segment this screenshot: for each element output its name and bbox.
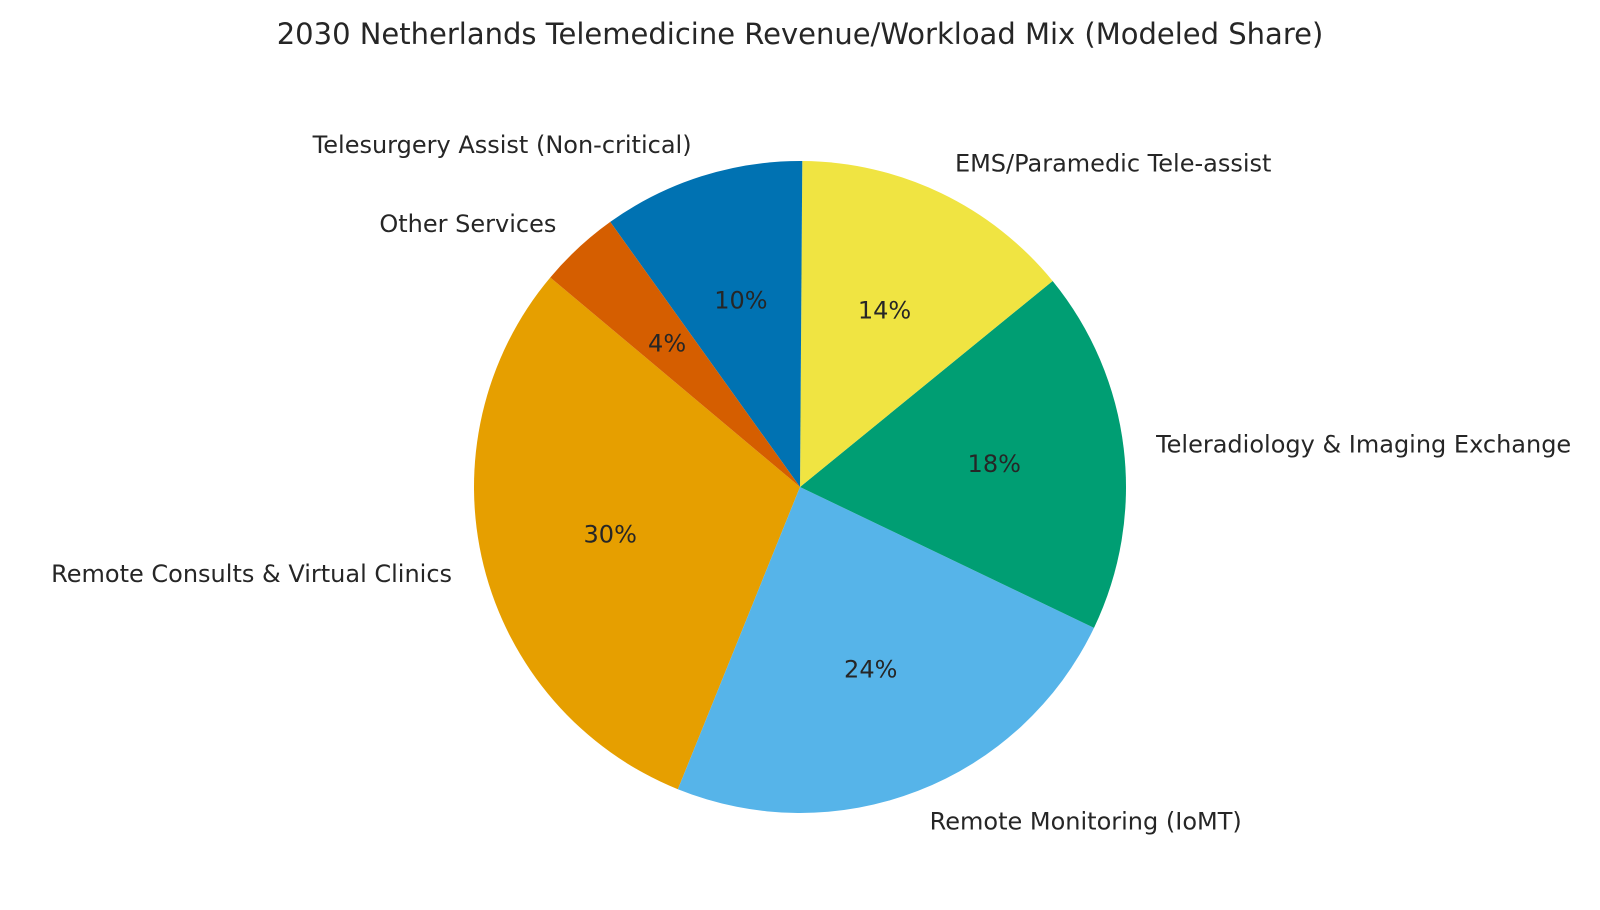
percent-label-teleradiology-imaging-exchange: 18% — [968, 450, 1021, 478]
percent-labels: 30% 24% 18% 14% 10% 4% — [584, 287, 1021, 684]
percent-label-remote-consults-virtual-clinics: 30% — [584, 520, 637, 548]
pie-slice-remote-consults-virtual-clinics — [474, 277, 800, 790]
percent-label-other-services: 4% — [648, 329, 686, 357]
pie-slices — [474, 161, 1127, 813]
category-label-teleradiology-imaging-exchange: Teleradiology & Imaging Exchange — [1155, 431, 1571, 459]
pie-slice-ems-paramedic-tele-assist — [800, 161, 1053, 487]
category-label-ems-paramedic-tele-assist: EMS/Paramedic Tele-assist — [955, 150, 1271, 178]
percent-label-remote-monitoring-iomt: 24% — [844, 655, 897, 683]
percent-label-ems-paramedic-tele-assist: 14% — [858, 297, 911, 325]
category-labels: Remote Consults & Virtual Clinics Remote … — [51, 131, 1571, 835]
category-label-telesurgery-assist-non-critical: Telesurgery Assist (Non-critical) — [312, 131, 692, 159]
category-label-other-services: Other Services — [379, 210, 556, 238]
chart-title: 2030 Netherlands Telemedicine Revenue/Wo… — [277, 17, 1324, 51]
category-label-remote-consults-virtual-clinics: Remote Consults & Virtual Clinics — [51, 560, 452, 588]
pie-slice-teleradiology-imaging-exchange — [800, 280, 1127, 628]
category-label-remote-monitoring-iomt: Remote Monitoring (IoMT) — [930, 807, 1242, 835]
pie-slice-other-services — [550, 221, 800, 487]
pie-slice-remote-monitoring-iomt — [677, 487, 1094, 813]
pie-slice-telesurgery-assist-non-critical — [610, 161, 803, 488]
percent-label-telesurgery-assist-non-critical: 10% — [714, 287, 767, 315]
